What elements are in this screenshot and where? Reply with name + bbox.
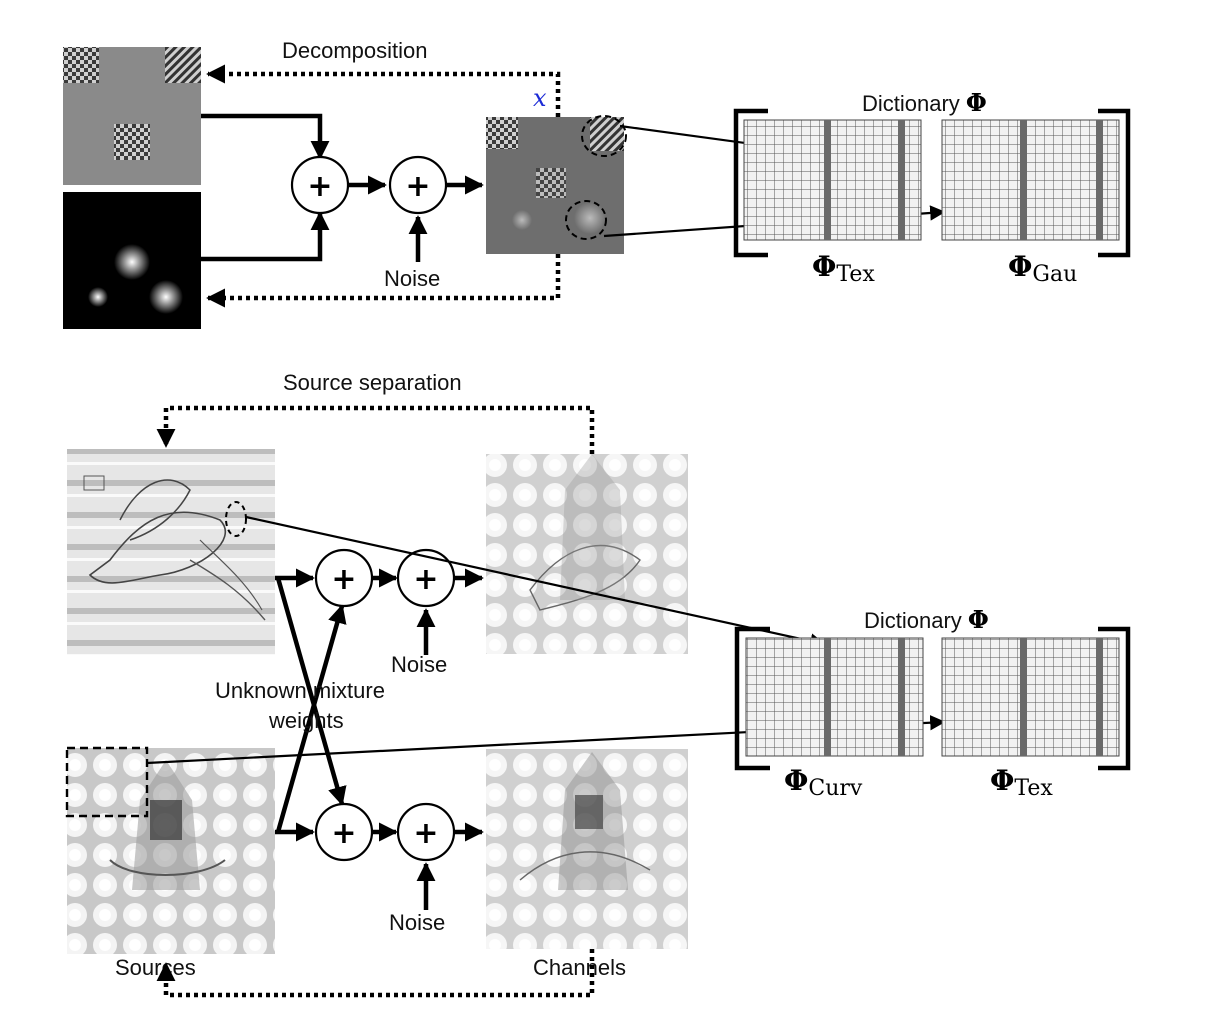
svg-text:+: + bbox=[331, 562, 356, 597]
phi-tex-label-bottom: ΦTex bbox=[990, 764, 1053, 801]
adder-4: + bbox=[396, 548, 456, 608]
dictionary-matrix-top bbox=[733, 108, 1131, 258]
signal-symbol-x: x bbox=[533, 84, 547, 112]
mixture-weights-label-line2: weights bbox=[268, 708, 344, 733]
noise-label: Noise bbox=[384, 266, 440, 291]
dictionary-matrix-bottom bbox=[734, 626, 1131, 771]
phi-tex-label-top: ΦTex bbox=[812, 250, 875, 287]
svg-text:+: + bbox=[413, 562, 438, 597]
channel-image-1 bbox=[486, 454, 688, 654]
svg-text:+: + bbox=[331, 816, 356, 851]
adder-2: + bbox=[388, 155, 448, 215]
source-separation-caption: Source separation bbox=[283, 370, 462, 395]
dictionary-title-top: Dictionary Φ bbox=[862, 88, 987, 117]
adder-3: + bbox=[314, 548, 374, 608]
adder-1: + bbox=[290, 155, 350, 215]
decomposition-caption: Decomposition bbox=[282, 38, 428, 63]
noise-label-lower: Noise bbox=[389, 910, 445, 935]
gaussian-component-image bbox=[63, 192, 201, 329]
mixture-weights-label-line1: Unknown mixture bbox=[215, 678, 385, 703]
phi-gau-label-top: ΦGau bbox=[1008, 250, 1077, 287]
sources-label: Sources bbox=[115, 955, 196, 980]
adder-6: + bbox=[396, 802, 456, 862]
svg-text:+: + bbox=[307, 169, 332, 204]
noise-label-upper: Noise bbox=[391, 652, 447, 677]
svg-text:+: + bbox=[413, 816, 438, 851]
adder-5: + bbox=[314, 802, 374, 862]
source-image-drawing bbox=[67, 449, 275, 655]
dictionary-title-bottom: Dictionary Φ bbox=[864, 605, 989, 634]
texture-component-image bbox=[63, 47, 201, 185]
mixed-signal-image bbox=[486, 117, 624, 254]
phi-curv-label-bottom: ΦCurv bbox=[784, 764, 863, 801]
svg-text:+: + bbox=[405, 169, 430, 204]
channels-label: Channels bbox=[533, 955, 626, 980]
source-image-portrait bbox=[67, 748, 275, 954]
channel-image-2 bbox=[486, 749, 688, 949]
